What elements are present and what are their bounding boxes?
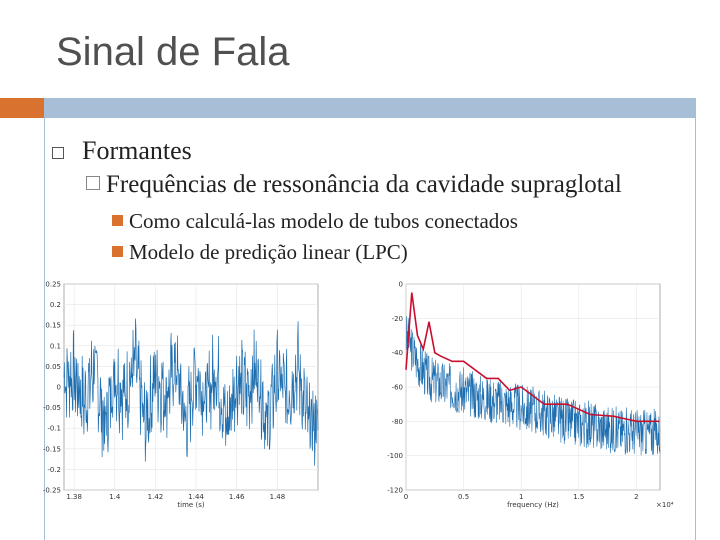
y-tick-label: 0.15	[45, 322, 61, 330]
y-tick-label: 0.1	[50, 342, 61, 350]
y-tick-label: 0.2	[50, 301, 61, 309]
left-rule	[44, 118, 45, 540]
x-tick-label: 0	[404, 493, 408, 501]
bullet-text: Frequências de ressonância da cavidade s…	[106, 171, 622, 198]
x-multiplier-label: ×10⁴	[656, 501, 674, 509]
y-tick-label: 0.25	[45, 281, 61, 289]
bullet-text: Como calculá-las modelo de tubos conecta…	[129, 209, 518, 233]
slide-title: Sinal de Fala	[56, 30, 290, 74]
y-tick-label: -0.2	[47, 466, 61, 474]
x-tick-label: 1.42	[148, 493, 164, 501]
x-axis-label: time (s)	[177, 501, 204, 509]
y-tick-label: -100	[387, 452, 403, 460]
y-tick-label: 0.05	[45, 363, 61, 371]
x-tick-label: 1.5	[573, 493, 584, 501]
x-tick-label: 1	[519, 493, 523, 501]
bullet-level2: Frequências de ressonância da cavidade s…	[86, 171, 622, 199]
y-tick-label: -120	[387, 487, 403, 495]
x-tick-label: 1.46	[229, 493, 245, 501]
right-rule	[695, 98, 696, 540]
bullet-level1: Formantes	[52, 136, 192, 166]
x-tick-label: 0.5	[458, 493, 469, 501]
square-bullet-icon	[112, 246, 123, 257]
y-tick-label: -0.05	[43, 404, 61, 412]
y-tick-label: 0	[57, 384, 61, 392]
x-tick-label: 1.48	[270, 493, 286, 501]
y-tick-label: -40	[392, 349, 403, 357]
x-tick-label: 1.44	[188, 493, 204, 501]
y-tick-label: -0.1	[47, 425, 61, 433]
header-bar	[44, 98, 695, 118]
x-tick-label: 1.38	[66, 493, 82, 501]
x-axis-label: frequency (Hz)	[507, 501, 559, 509]
lpc-envelope-line	[405, 292, 660, 423]
y-tick-label: 0	[399, 281, 403, 289]
y-tick-label: -20	[392, 315, 403, 323]
square-bullet-icon	[112, 215, 123, 226]
bullet-level3: Modelo de predição linear (LPC)	[112, 240, 408, 265]
y-tick-label: -0.15	[43, 445, 61, 453]
y-tick-label: -0.25	[43, 487, 61, 495]
bullet-text: Modelo de predição linear (LPC)	[129, 240, 408, 264]
x-tick-label: 1.4	[109, 493, 121, 501]
x-tick-label: 2	[634, 493, 638, 501]
bullet-text: Formantes	[82, 136, 192, 165]
time-signal-plot: 0.25 0.2 0.15 0.1 0.05 0 -0.05 -0.1 -0.15 -0.2 -0.…	[43, 281, 319, 509]
signal-waveform-line	[63, 318, 319, 466]
checkbox-bullet-icon	[86, 176, 100, 190]
bullet-level3: Como calculá-las modelo de tubos conecta…	[112, 209, 518, 234]
spectrum-line	[405, 316, 661, 456]
accent-bar	[0, 98, 44, 118]
y-tick-label: -80	[392, 418, 403, 426]
y-tick-label: -60	[392, 384, 403, 392]
checkbox-bullet-icon	[52, 147, 64, 160]
